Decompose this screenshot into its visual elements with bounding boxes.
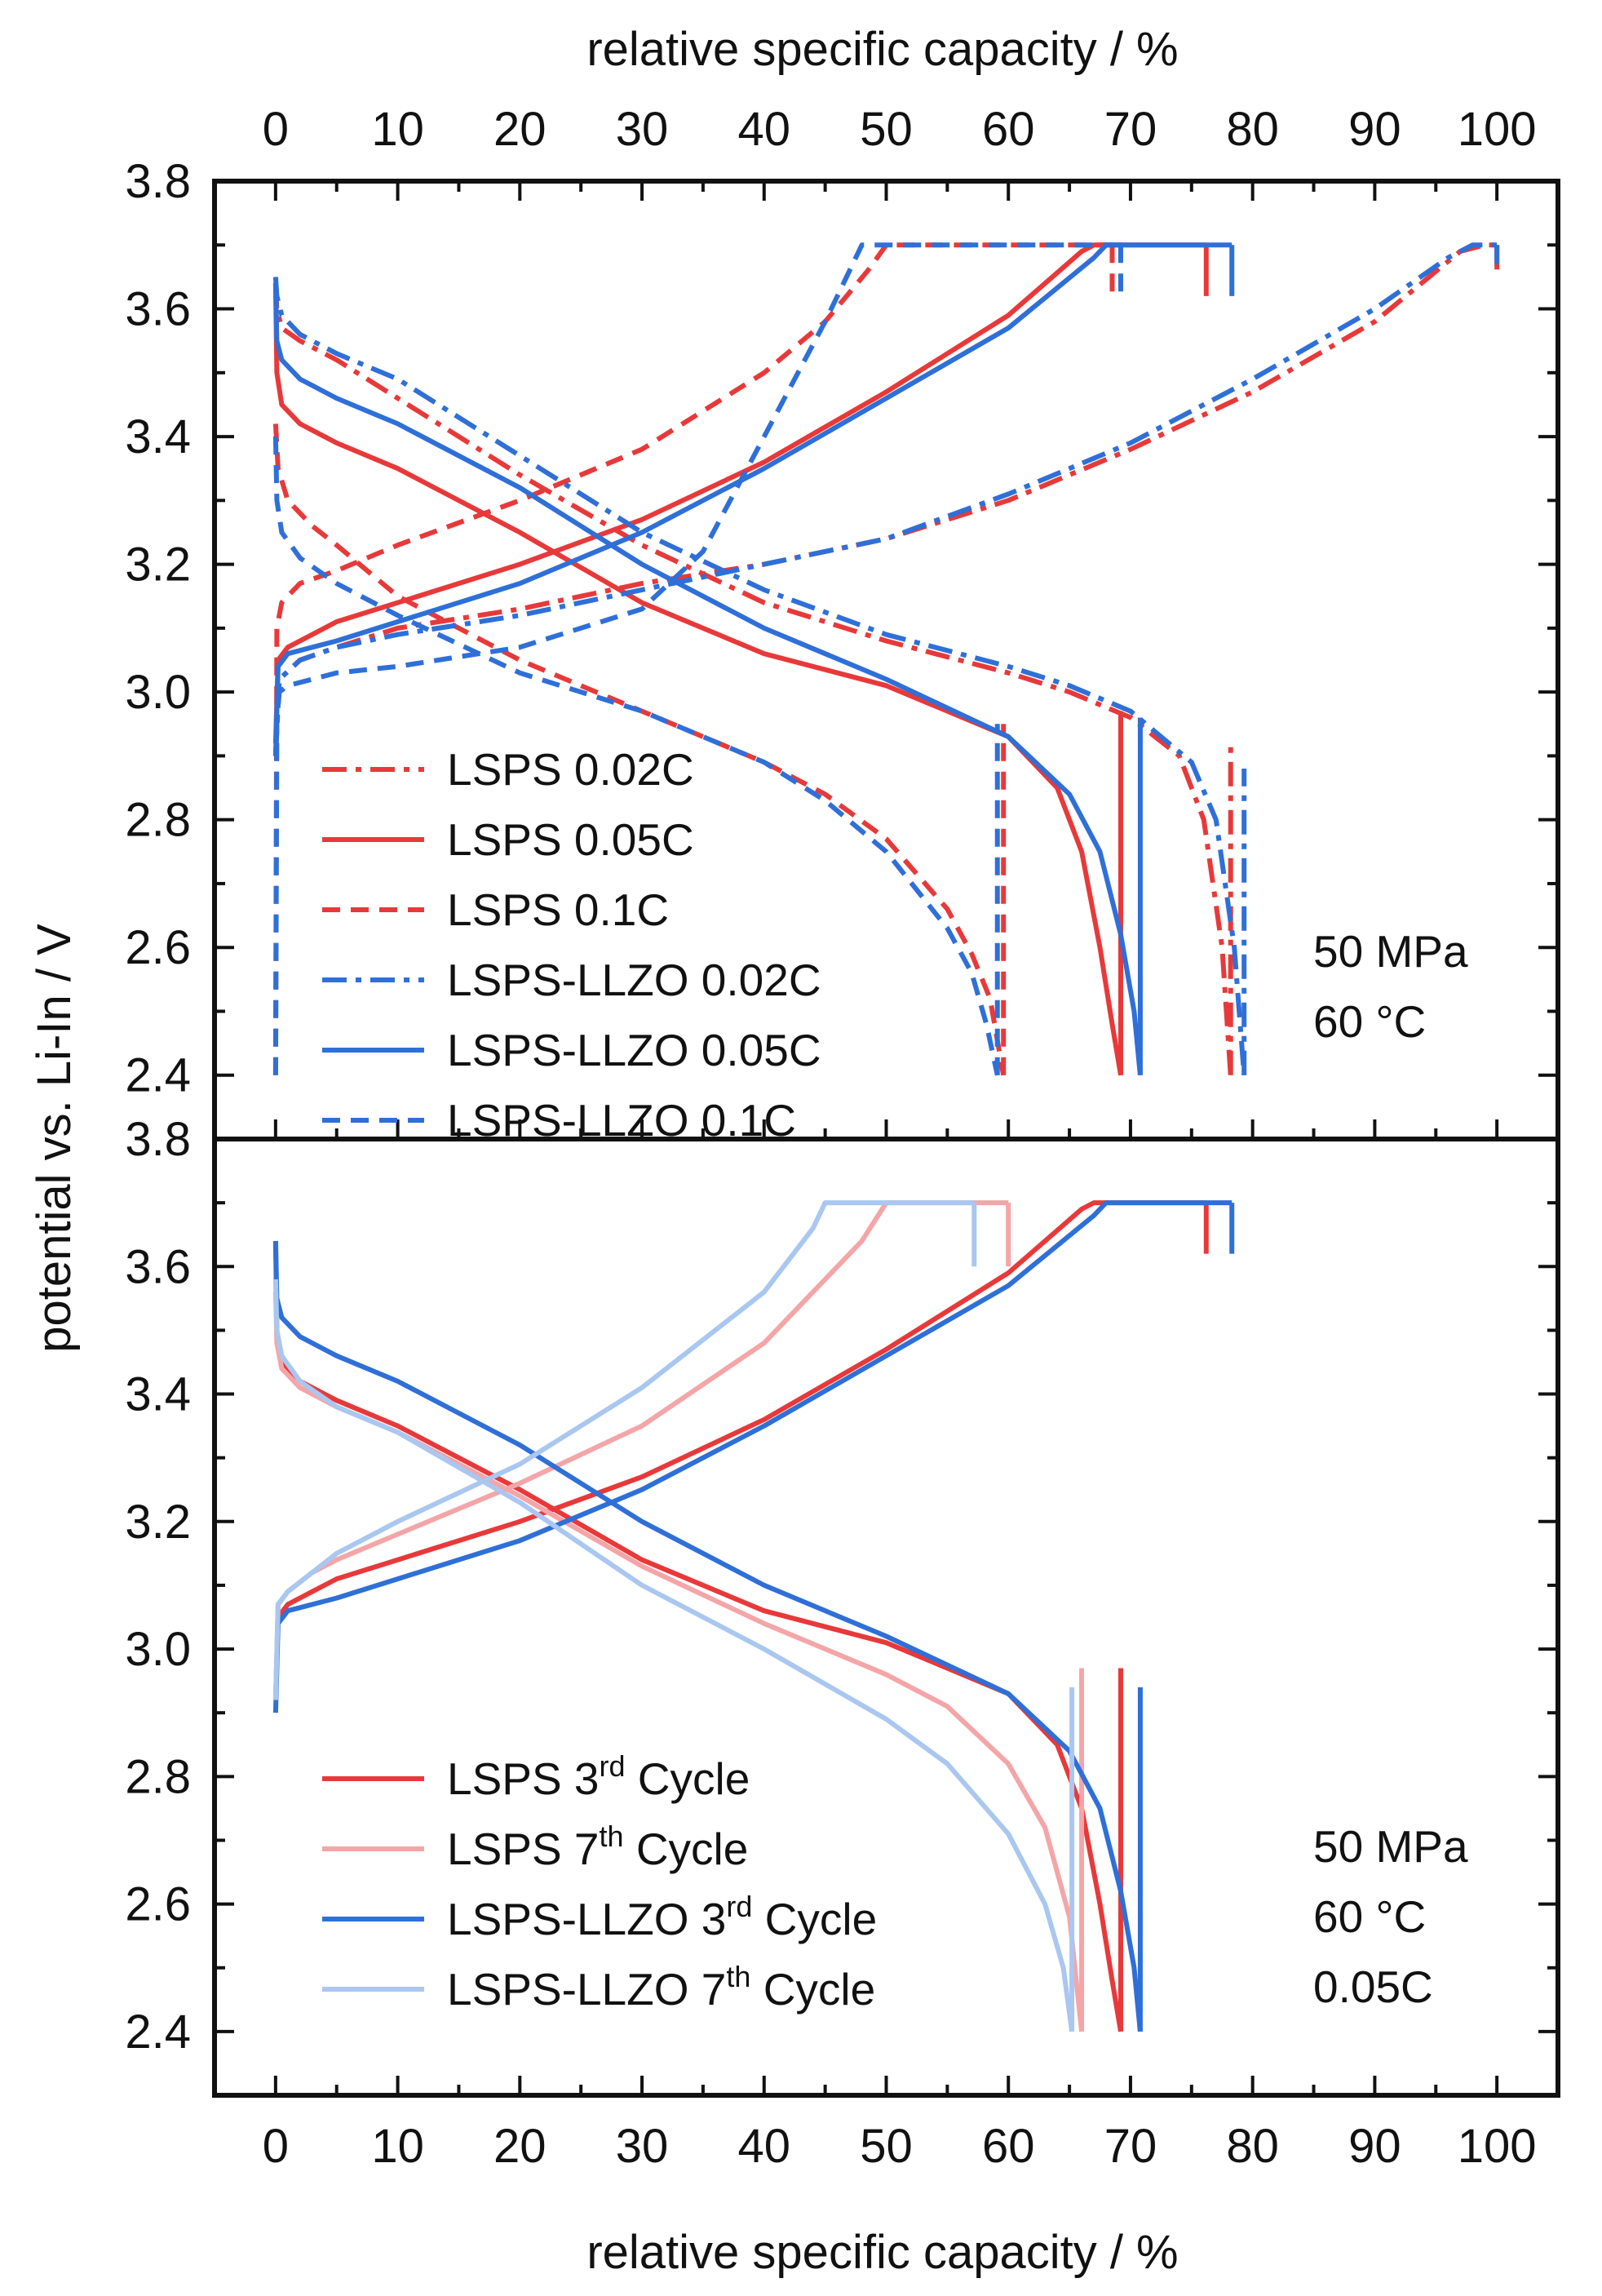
x-tick-label-top: 70 bbox=[1104, 103, 1157, 156]
x-tick-label: 10 bbox=[371, 2120, 424, 2173]
legend-label-sup: rd bbox=[600, 1749, 626, 1783]
plot-frame bbox=[212, 1137, 1560, 2098]
legend-label-tail: Cycle bbox=[752, 1894, 877, 1944]
series-3-discharge bbox=[272, 1279, 1075, 2032]
series-4-discharge bbox=[272, 283, 1143, 1075]
legend-label: LSPS-LLZO 0.05C bbox=[447, 1025, 821, 1075]
legend-label-main: LSPS-LLZO 3 bbox=[447, 1894, 726, 1944]
y-tick-label: 2.4 bbox=[125, 1049, 191, 1102]
x-tick-label: 60 bbox=[982, 2120, 1035, 2173]
y-tick-label: 3.6 bbox=[125, 283, 191, 336]
top-panel: 0 10 20 30 40 50 60 70 80 90 100 2.4 2.6 2.8 3.0 3.2 3.4… bbox=[125, 103, 1560, 1146]
legend-label-main: LSPS 7 bbox=[447, 1824, 600, 1874]
x-tick-label-top: 0 bbox=[263, 103, 289, 156]
series-2-charge bbox=[272, 242, 1113, 1075]
y-tick-label: 3.8 bbox=[125, 1113, 191, 1166]
series-3-charge bbox=[272, 1200, 975, 1700]
x-tick-label: 70 bbox=[1104, 2120, 1157, 2173]
condition-label: 50 MPa bbox=[1313, 926, 1468, 977]
series-0-discharge bbox=[272, 283, 1233, 1075]
x-tick-label-top: 80 bbox=[1226, 103, 1279, 156]
legend-label: LSPS 0.02C bbox=[447, 744, 694, 795]
condition-label: 0.05C bbox=[1313, 1961, 1433, 2012]
x-tick-label-top: 10 bbox=[371, 103, 424, 156]
y-tick-label: 2.8 bbox=[125, 794, 191, 847]
plot-area bbox=[272, 1200, 1235, 2032]
x-tick-label-top: 20 bbox=[493, 103, 547, 156]
top-axis-title: relative specific capacity / % bbox=[586, 23, 1178, 76]
bottom-axis-title: relative specific capacity / % bbox=[586, 2226, 1178, 2279]
series-2-charge bbox=[272, 1200, 1232, 1713]
y-tick-label: 3.2 bbox=[125, 539, 191, 592]
legend-label-tail: Cycle bbox=[750, 1964, 875, 2015]
y-tick-label: 3.0 bbox=[125, 1623, 191, 1676]
legend-label-sup: th bbox=[726, 1960, 750, 1993]
legend-label-tail: Cycle bbox=[624, 1824, 749, 1874]
legend-label-tail: Cycle bbox=[626, 1753, 750, 1804]
y-tick-label: 2.4 bbox=[125, 2006, 191, 2059]
x-tick-label: 90 bbox=[1348, 2120, 1401, 2173]
series-3-discharge bbox=[272, 277, 1247, 1075]
x-tick-label: 40 bbox=[738, 2120, 791, 2173]
x-tick-label-top: 100 bbox=[1458, 103, 1537, 156]
bottom-panel: 0 10 20 30 40 50 60 70 80 90 100 2.4 2.6 2.8 3.0 3.2 3.4… bbox=[125, 1113, 1560, 2173]
x-tick-label-top: 50 bbox=[860, 103, 913, 156]
legend-label: LSPS 7th Cycle bbox=[447, 1820, 748, 1874]
y-tick-label: 3.6 bbox=[125, 1240, 191, 1293]
y-axis-title: potential vs. Li-In / V bbox=[28, 924, 81, 1353]
legend-label: LSPS-LLZO 0.02C bbox=[447, 955, 821, 1005]
condition-label: 60 °C bbox=[1313, 1891, 1426, 1942]
legend-label: LSPS-LLZO 3rd Cycle bbox=[447, 1890, 877, 1944]
legend-label: LSPS 3rd Cycle bbox=[447, 1749, 750, 1804]
x-tick-label-top: 30 bbox=[616, 103, 669, 156]
x-tick-label: 50 bbox=[860, 2120, 913, 2173]
y-tick-label: 2.8 bbox=[125, 1750, 191, 1803]
x-tick-label-top: 90 bbox=[1348, 103, 1401, 156]
y-tick-label: 2.6 bbox=[125, 921, 191, 974]
plot-frame bbox=[212, 179, 1560, 1141]
x-tick-label: 0 bbox=[263, 2120, 289, 2173]
condition-label: 60 °C bbox=[1313, 996, 1426, 1047]
series-4-charge bbox=[272, 242, 1232, 756]
x-tick-label-top: 60 bbox=[982, 103, 1035, 156]
series-1-charge bbox=[272, 1200, 1009, 1700]
series-0-charge bbox=[272, 1200, 1206, 1700]
legend-label: LSPS 0.05C bbox=[447, 814, 694, 865]
y-tick-label: 3.4 bbox=[125, 1368, 191, 1421]
x-tick-label: 100 bbox=[1458, 2120, 1537, 2173]
series-1-discharge bbox=[272, 1292, 1085, 2032]
series-1-charge bbox=[272, 242, 1206, 743]
legend-label-sup: th bbox=[600, 1820, 624, 1853]
legend-label: LSPS-LLZO 7th Cycle bbox=[447, 1960, 875, 2015]
y-tick-label: 2.6 bbox=[125, 1878, 191, 1931]
y-tick-label: 3.8 bbox=[125, 155, 191, 208]
y-tick-label: 3.2 bbox=[125, 1496, 191, 1549]
legend: LSPS 0.02C LSPS 0.05C LSPS 0.1C LSPS-LLZO 0… bbox=[322, 744, 821, 1146]
x-tick-label-top: 40 bbox=[738, 103, 791, 156]
series-5-charge bbox=[272, 242, 1121, 1075]
legend-label-main: LSPS 3 bbox=[447, 1753, 600, 1804]
plot-area bbox=[272, 242, 1500, 1076]
series-2-discharge bbox=[272, 1240, 1143, 2032]
x-tick-label: 20 bbox=[493, 2120, 547, 2173]
legend-label: LSPS 0.1C bbox=[447, 884, 669, 935]
y-tick-label: 3.4 bbox=[125, 410, 191, 463]
legend-label-sup: rd bbox=[726, 1890, 752, 1923]
x-tick-label: 30 bbox=[616, 2120, 669, 2173]
series-3-charge bbox=[272, 242, 1498, 756]
series-2-discharge bbox=[272, 423, 1007, 1076]
x-tick-label: 80 bbox=[1226, 2120, 1279, 2173]
series-5-discharge bbox=[272, 437, 1000, 1076]
condition-label: 50 MPa bbox=[1313, 1821, 1468, 1872]
legend-label-main: LSPS-LLZO 7 bbox=[447, 1964, 726, 2015]
y-tick-label: 3.0 bbox=[125, 666, 191, 719]
series-1-discharge bbox=[272, 283, 1123, 1076]
